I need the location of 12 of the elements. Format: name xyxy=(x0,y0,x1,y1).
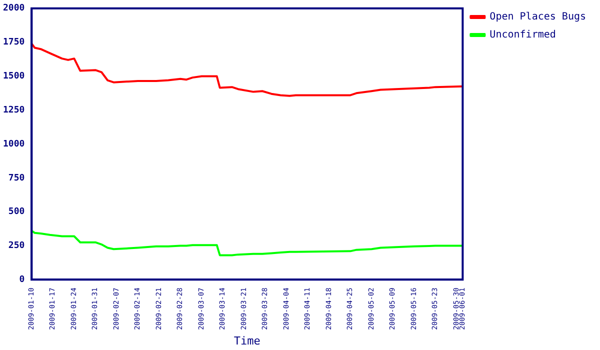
y-tick-label: 2000 xyxy=(2,4,25,14)
y-tick-label: 0 xyxy=(19,275,25,285)
legend-label: Open Places Bugs xyxy=(490,12,586,23)
y-tick-label: 500 xyxy=(8,207,25,218)
x-axis-title: Time xyxy=(234,334,260,348)
legend-label: Unconfirmed xyxy=(490,30,556,41)
y-tick-label: 750 xyxy=(8,173,25,184)
y-tick-label: 1750 xyxy=(2,38,25,48)
y-tick-label: 1250 xyxy=(2,105,25,116)
y-tick-label: 1000 xyxy=(2,139,25,150)
y-tick-label: 250 xyxy=(8,241,25,252)
y-tick-label: 1500 xyxy=(2,72,25,82)
